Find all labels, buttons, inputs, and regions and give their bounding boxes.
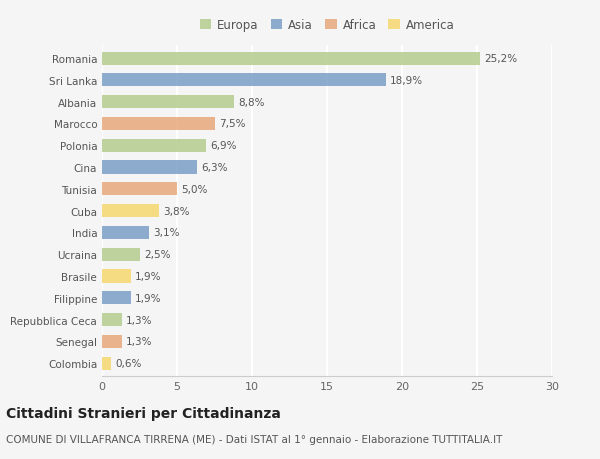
Text: 3,1%: 3,1% <box>153 228 179 238</box>
Bar <box>102 226 149 240</box>
Bar <box>102 52 480 66</box>
Text: 6,3%: 6,3% <box>201 162 227 173</box>
Text: 7,5%: 7,5% <box>219 119 245 129</box>
Text: 3,8%: 3,8% <box>163 206 190 216</box>
Text: 1,9%: 1,9% <box>135 271 161 281</box>
Text: 1,3%: 1,3% <box>126 315 152 325</box>
Text: 18,9%: 18,9% <box>390 76 423 86</box>
Bar <box>102 248 139 261</box>
Text: 1,9%: 1,9% <box>135 293 161 303</box>
Text: 1,3%: 1,3% <box>126 336 152 347</box>
Text: 0,6%: 0,6% <box>116 358 142 368</box>
Bar <box>102 140 205 152</box>
Bar <box>102 74 386 87</box>
Bar <box>102 270 131 283</box>
Bar <box>102 96 234 109</box>
Legend: Europa, Asia, Africa, America: Europa, Asia, Africa, America <box>195 14 459 37</box>
Bar <box>102 161 197 174</box>
Bar <box>102 291 131 305</box>
Text: Cittadini Stranieri per Cittadinanza: Cittadini Stranieri per Cittadinanza <box>6 406 281 420</box>
Bar <box>102 313 122 326</box>
Text: 6,9%: 6,9% <box>210 141 236 151</box>
Bar <box>102 357 111 370</box>
Bar <box>102 335 122 348</box>
Text: COMUNE DI VILLAFRANCA TIRRENA (ME) - Dati ISTAT al 1° gennaio - Elaborazione TUT: COMUNE DI VILLAFRANCA TIRRENA (ME) - Dat… <box>6 434 502 444</box>
Bar <box>102 183 177 196</box>
Text: 25,2%: 25,2% <box>485 54 518 64</box>
Text: 5,0%: 5,0% <box>182 185 208 195</box>
Bar <box>102 205 159 218</box>
Bar <box>102 118 215 131</box>
Text: 2,5%: 2,5% <box>144 250 170 260</box>
Text: 8,8%: 8,8% <box>239 97 265 107</box>
